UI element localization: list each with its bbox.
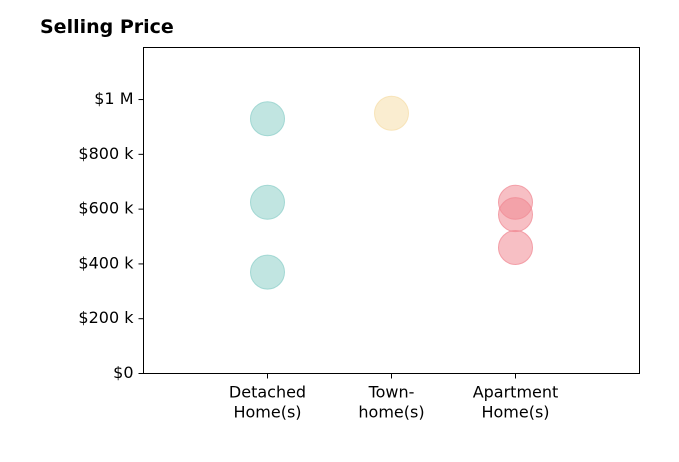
- data-point: [250, 254, 285, 290]
- data-point: [498, 197, 533, 233]
- data-point: [498, 229, 533, 265]
- y-tick-label: $1 M: [94, 89, 133, 108]
- y-tick-label: $0: [113, 363, 133, 382]
- x-tick-label: Apartment Home(s): [473, 383, 559, 422]
- x-tick-label: Detached Home(s): [229, 383, 306, 422]
- data-point: [250, 184, 285, 220]
- data-point: [374, 95, 409, 131]
- y-tick-label: $200 k: [78, 308, 134, 327]
- y-tick-label: $800 k: [78, 144, 134, 163]
- chart-title: Selling Price: [40, 16, 174, 38]
- x-axis: Detached Home(s) Town-home(s) Apartment Home…: [229, 373, 559, 422]
- x-tick-label: Town-home(s): [358, 383, 424, 422]
- data-points: [250, 95, 533, 290]
- y-tick-label: $400 k: [78, 253, 134, 272]
- y-tick-label: $600 k: [78, 199, 134, 218]
- data-point: [250, 101, 285, 137]
- y-axis: $0 $200 k $400 k $600 k $800 k $1 M: [78, 89, 144, 382]
